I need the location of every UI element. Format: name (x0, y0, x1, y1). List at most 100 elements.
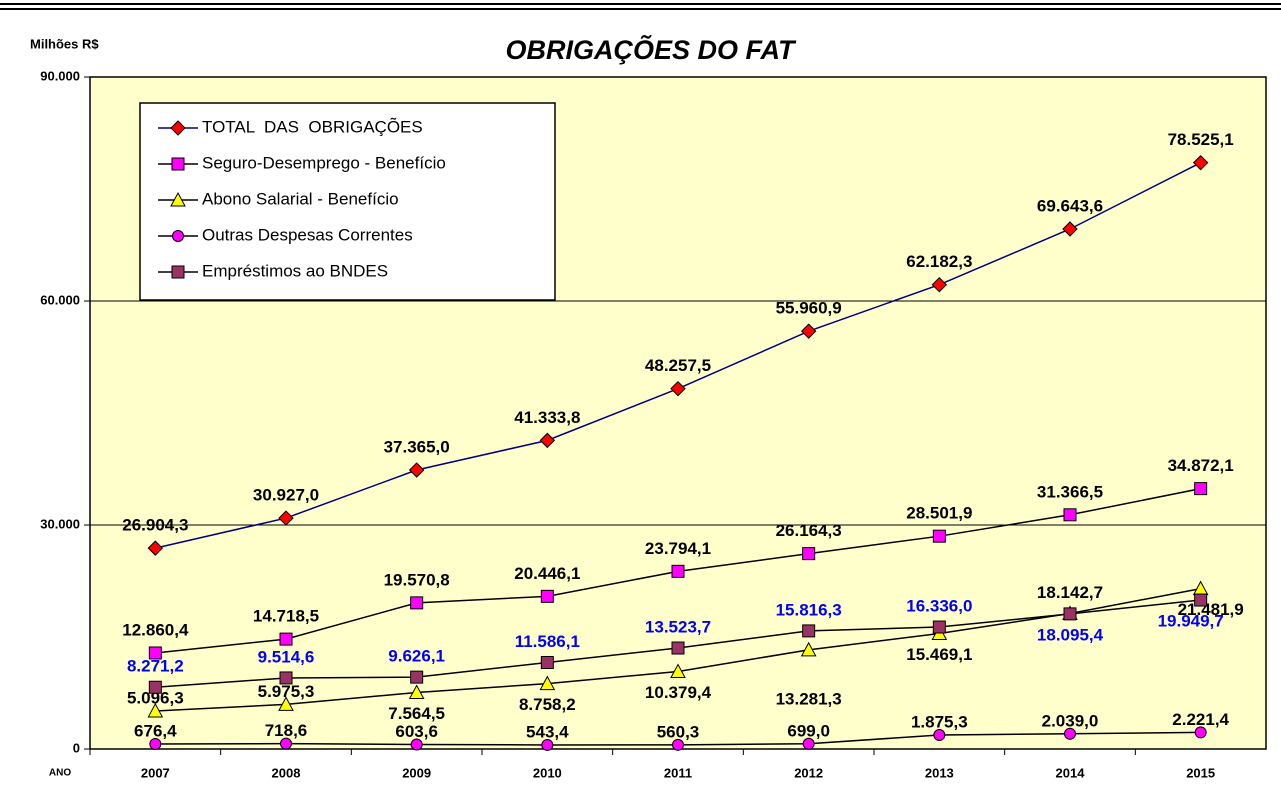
data-label: 18.142,7 (1037, 583, 1103, 602)
legend-marker (171, 265, 185, 279)
data-label: 21.481,9 (1178, 600, 1244, 619)
data-point (540, 655, 554, 669)
data-point (278, 696, 294, 711)
data-label: 19.570,8 (384, 570, 450, 589)
data-point (802, 547, 816, 561)
data-label: 31.366,5 (1037, 482, 1103, 501)
data-label: 18.095,4 (1037, 625, 1104, 644)
data-point (279, 671, 293, 685)
data-point (408, 462, 425, 478)
data-point (149, 737, 162, 750)
y-tick-label: 90.000 (40, 68, 80, 83)
y-axis-label: Milhões R$ (30, 36, 99, 51)
data-point (148, 646, 162, 660)
data-label: 30.927,0 (253, 486, 319, 505)
data-point (539, 432, 556, 449)
data-point (1063, 607, 1077, 621)
data-label: 37.365,0 (384, 437, 450, 456)
data-label: 543,4 (526, 722, 569, 741)
data-point (410, 596, 424, 610)
data-point (1064, 727, 1076, 740)
data-point (1062, 221, 1078, 237)
data-point (670, 380, 686, 397)
data-point (932, 529, 946, 543)
data-label: 5.096,3 (127, 688, 184, 707)
data-label: 55.960,9 (776, 299, 842, 318)
legend-label: Outras Despesas Correntes (202, 225, 413, 244)
data-label: 26.904,3 (122, 516, 188, 535)
data-label: 78.525,1 (1168, 130, 1234, 149)
data-point (280, 737, 292, 750)
x-tick-label: 2014 (1056, 765, 1086, 780)
data-point (147, 540, 164, 556)
legend-marker (172, 230, 184, 242)
data-label: 28.501,9 (906, 504, 972, 523)
x-tick-label: 2012 (794, 765, 823, 780)
data-point (148, 680, 162, 694)
legend-label: Seguro-Desemprego - Benefício (202, 153, 446, 172)
legend-label: Empréstimos ao BNDES (202, 261, 388, 280)
data-point (1194, 593, 1208, 607)
data-label: 15.469,1 (906, 645, 972, 664)
legend: TOTAL DAS OBRIGAÇÕES Seguro-Desemprego - … (139, 102, 556, 301)
data-label: 7.564,5 (388, 704, 445, 723)
data-label: 8.271,2 (127, 657, 184, 676)
data-label: 15.816,3 (776, 600, 842, 619)
data-label: 12.860,4 (122, 620, 189, 639)
legend-label: Abono Salarial - Benefício (202, 189, 399, 208)
data-label: 11.586,1 (515, 632, 580, 651)
data-label: 10.379,4 (645, 683, 712, 702)
legend-marker (170, 120, 186, 136)
data-label: 20.446,1 (514, 564, 580, 583)
data-label: 699,0 (787, 721, 830, 740)
data-point (410, 670, 424, 684)
data-point (540, 589, 554, 603)
data-label: 34.872,1 (1168, 456, 1234, 475)
data-label: 9.626,1 (388, 647, 445, 666)
data-point (279, 632, 293, 646)
data-point (541, 738, 554, 751)
data-point (1192, 154, 1209, 171)
legend-label: TOTAL DAS OBRIGAÇÕES (202, 117, 423, 136)
data-label: 16.336,0 (906, 597, 972, 616)
data-label: 560,3 (657, 722, 700, 741)
y-tick-label: 0 (73, 740, 80, 755)
chart-title: OBRIGAÇÕES DO FAT (505, 34, 797, 65)
data-label: 48.257,5 (645, 356, 711, 375)
x-tick-label: 2010 (533, 765, 562, 780)
data-point (147, 702, 164, 718)
x-tick-label: 2013 (925, 765, 954, 780)
data-label: 69.643,6 (1037, 196, 1103, 215)
data-label: 603,6 (395, 722, 438, 741)
data-label: 26.164,3 (776, 521, 842, 540)
data-label: 718,6 (265, 721, 308, 740)
data-point (800, 641, 817, 657)
data-point (671, 564, 685, 578)
data-label: 1.875,3 (911, 712, 968, 731)
data-point (408, 684, 425, 700)
y-tick-label: 30.000 (40, 516, 80, 531)
x-tick-label: 2008 (272, 765, 301, 780)
x-tick-label: 2007 (141, 765, 170, 780)
data-point (800, 323, 817, 339)
data-label: 676,4 (134, 721, 177, 740)
x-tick-label: 2011 (664, 765, 692, 780)
data-label: 2.039,0 (1042, 711, 1099, 730)
x-tick-label: 2009 (402, 765, 431, 780)
data-label: 14.718,5 (253, 607, 319, 626)
data-point (278, 510, 294, 526)
data-label: 23.794,1 (645, 539, 711, 558)
data-label: 9.514,6 (258, 647, 315, 666)
y-tick-label: 60.000 (40, 292, 80, 307)
data-point (931, 276, 948, 293)
data-point (802, 737, 815, 750)
data-point (671, 641, 685, 655)
data-label: 19.949,7 (1158, 612, 1224, 631)
data-label: 8.758,2 (519, 695, 576, 714)
data-label: 2.221,4 (1172, 710, 1229, 729)
data-label: 62.182,3 (906, 252, 972, 271)
data-point (802, 624, 816, 638)
data-label: 13.523,7 (645, 618, 711, 637)
legend-marker (171, 157, 185, 171)
